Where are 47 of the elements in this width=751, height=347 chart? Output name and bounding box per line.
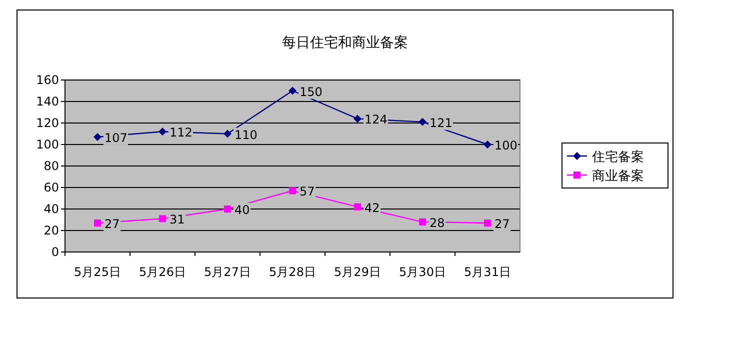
- legend-label: 住宅备案: [591, 149, 644, 165]
- point: [159, 215, 166, 222]
- point: [289, 187, 296, 194]
- data-label: 40: [234, 203, 250, 217]
- y-tick-label: 160: [36, 73, 59, 87]
- data-label: 121: [430, 116, 452, 130]
- data-label: 27: [494, 216, 510, 231]
- point: [484, 219, 491, 226]
- x-tick-label: 5月31日: [464, 265, 511, 279]
- y-tick-label: 60: [44, 180, 59, 194]
- data-label: 107: [104, 130, 128, 145]
- data-label: 124: [364, 112, 388, 127]
- data-label: 31: [170, 212, 185, 227]
- point: [419, 218, 426, 226]
- x-tick-label: 5月27日: [204, 265, 251, 279]
- data-label: 42: [364, 200, 380, 215]
- x-tick-label: 5月30日: [399, 265, 446, 279]
- y-tick-label: 140: [36, 94, 59, 108]
- y-tick-label: 20: [44, 224, 59, 238]
- x-tick-label: 5月26日: [139, 265, 186, 279]
- data-label: 150: [300, 84, 322, 99]
- point: [224, 130, 232, 138]
- point: [158, 128, 166, 136]
- point: [354, 114, 362, 123]
- y-tick-label: 0: [51, 245, 59, 259]
- data-label: 28: [430, 216, 445, 230]
- point: [288, 86, 296, 95]
- point: [484, 140, 492, 148]
- point: [94, 219, 101, 226]
- data-label: 100: [494, 138, 518, 152]
- point: [354, 203, 361, 210]
- y-tick-label: 40: [44, 202, 59, 216]
- point: [418, 118, 426, 126]
- x-tick-label: 5月28日: [269, 265, 316, 279]
- data-label: 27: [104, 216, 120, 231]
- x-tick-label: 5月25日: [74, 265, 121, 279]
- data-label: 112: [170, 126, 192, 140]
- point: [94, 132, 102, 141]
- y-tick-label: 80: [44, 159, 59, 173]
- data-label: 57: [300, 184, 315, 199]
- chart-title: 每日住宅和商业备案: [282, 34, 408, 51]
- y-tick-label: 100: [36, 138, 59, 152]
- x-tick-label: 5月29日: [334, 265, 381, 279]
- point: [224, 206, 231, 212]
- legend-label: 商业备案: [592, 168, 644, 184]
- y-tick-label: 120: [36, 116, 59, 130]
- data-label: 110: [234, 128, 258, 142]
